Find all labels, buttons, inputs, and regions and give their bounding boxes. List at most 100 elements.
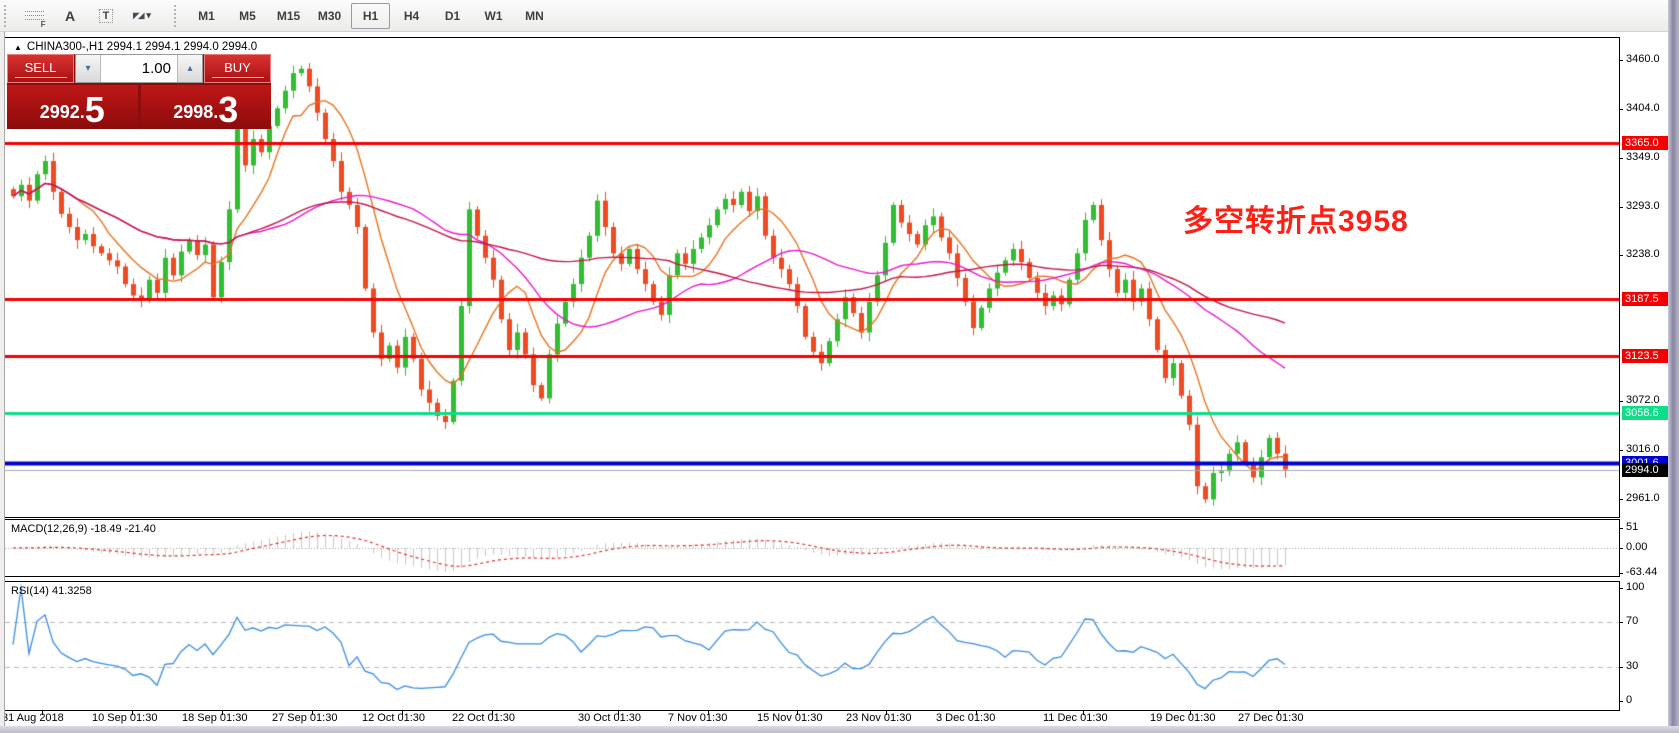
text-label-icon: T — [98, 8, 114, 23]
price-tick-label: 3238.0 — [1626, 248, 1660, 261]
date-label: 27 Sep 01:30 — [272, 712, 338, 724]
volume-decrease-button[interactable]: ▾ — [76, 55, 101, 82]
timeframe-button-m30[interactable]: M30 — [317, 8, 342, 23]
axis-tick-mark — [1619, 450, 1623, 452]
axis-tick-mark — [1619, 157, 1623, 159]
timeframe-button-m15[interactable]: M15 — [276, 8, 301, 23]
rsi-tick-label: 0 — [1626, 694, 1633, 706]
chevron-up-icon: ▴ — [187, 63, 193, 74]
window-bottom-edge — [0, 726, 1679, 733]
axis-tick-mark — [1619, 206, 1623, 208]
macd-canvas[interactable] — [5, 520, 1619, 576]
date-tick-mark — [492, 711, 493, 715]
text-icon: A — [64, 7, 76, 24]
price-line-chip: 3123.5 — [1622, 348, 1668, 363]
date-tick-mark — [402, 711, 403, 715]
axis-tick-mark — [1619, 498, 1623, 500]
date-label: 15 Nov 01:30 — [757, 712, 823, 724]
timeframe-button-d1[interactable]: D1 — [444, 8, 461, 23]
buy-price-button[interactable]: 2998 . 3 — [140, 85, 271, 129]
date-label: 31 Aug 2018 — [2, 712, 64, 724]
chart-annotation-text: 多空转折点3958 — [1183, 205, 1409, 238]
macd-tick-label: -63.44 — [1626, 566, 1658, 579]
rsi-canvas[interactable] — [5, 582, 1619, 710]
chevron-down-icon: ▾ — [85, 63, 91, 74]
timeframe-button-h1[interactable]: H1 — [351, 2, 390, 29]
date-tick-mark — [222, 711, 223, 715]
timeframe-button-mn[interactable]: MN — [525, 8, 544, 23]
volume-input[interactable]: 1.00 — [141, 60, 171, 77]
price-tick-label: 3293.0 — [1626, 199, 1660, 212]
date-tick-mark — [976, 711, 977, 715]
date-tick-mark — [886, 711, 887, 715]
macd-tick-label: 51 — [1626, 520, 1639, 533]
sell-price-button[interactable]: 2992 . 5 — [7, 85, 138, 129]
toolbar-grip-2[interactable] — [174, 4, 180, 27]
timeframe-button-m5[interactable]: M5 — [239, 8, 256, 23]
date-tick-mark — [708, 711, 709, 715]
timeframe-button-h4[interactable]: H4 — [403, 8, 420, 23]
axis-tick-mark — [1619, 109, 1623, 111]
text-label-tool-button[interactable]: T — [88, 4, 124, 28]
timeframe-button-w1[interactable]: W1 — [484, 8, 503, 23]
rsi-tick-label: 30 — [1626, 660, 1639, 673]
fibonacci-tool-button[interactable]: F — [16, 4, 52, 29]
buy-underline — [211, 76, 264, 78]
axis-tick-mark — [1619, 701, 1623, 702]
date-label: 3 Dec 01:30 — [936, 712, 996, 724]
volume-increase-button[interactable]: ▴ — [177, 55, 202, 82]
arrows-icon: ◤◢ — [133, 11, 144, 20]
chart-title: ▲ CHINA300-,H1 2994.1 2994.1 2994.0 2994.… — [14, 41, 258, 53]
price-line-chip: 2994.0 — [1622, 462, 1668, 477]
axis-tick-mark — [1619, 255, 1623, 257]
buy-button[interactable]: BUY — [204, 54, 271, 83]
volume-stepper: ▾ 1.00 ▴ — [75, 54, 203, 83]
rsi-panel[interactable]: RSI(14) 41.3258 — [4, 581, 1620, 711]
timeframe-button-m1[interactable]: M1 — [198, 8, 215, 23]
chevron-down-icon: ▾ — [146, 10, 151, 20]
symbol-marker-icon: ▲ — [14, 43, 22, 52]
price-tick-label: 2961.0 — [1626, 491, 1660, 504]
macd-tick-label: 0.00 — [1626, 541, 1648, 553]
arrows-tool-button[interactable]: ◤◢ ▾ — [124, 4, 160, 28]
sell-underline — [14, 76, 67, 78]
axis-tick-mark — [1619, 59, 1623, 61]
date-tick-mark — [1190, 711, 1191, 715]
date-label: 11 Dec 01:30 — [1043, 712, 1108, 724]
axis-tick-mark — [1619, 667, 1623, 669]
date-label: 22 Oct 01:30 — [452, 712, 515, 724]
date-label: 30 Oct 01:30 — [578, 712, 641, 724]
date-label: 7 Nov 01:30 — [668, 712, 728, 724]
price-line-chip: 3187.5 — [1622, 292, 1668, 307]
macd-panel[interactable]: MACD(12,26,9) -18.49 -21.40 — [4, 519, 1620, 577]
toolbar: F A T ◤◢ ▾ M1 M5 M15 M30 H1 H4 D1 W1 MN — [0, 0, 1679, 32]
price-tick-label: 3349.0 — [1626, 150, 1660, 163]
axis-tick-mark — [1619, 527, 1623, 529]
text-tool-button[interactable]: A — [52, 4, 88, 28]
date-tick-mark — [797, 711, 798, 715]
price-tick-label: 3404.0 — [1626, 102, 1660, 115]
macd-label: MACD(12,26,9) -18.49 -21.40 — [11, 523, 156, 535]
price-tick-label: 3460.0 — [1626, 52, 1660, 65]
date-tick-mark — [1278, 711, 1279, 715]
date-label: 19 Dec 01:30 — [1150, 712, 1216, 724]
candlestick-chart-canvas[interactable] — [5, 38, 1619, 517]
date-tick-mark — [618, 711, 619, 715]
date-label: 23 Nov 01:30 — [846, 712, 912, 724]
date-tick-mark — [132, 711, 133, 715]
date-tick-mark — [312, 711, 313, 715]
date-label: 18 Sep 01:30 — [182, 712, 248, 724]
timeframe-buttons: M1 M5 M15 M30 H1 H4 D1 W1 MN — [186, 2, 555, 29]
trade-panel: SELL ▾ 1.00 ▴ BUY 2992 . 5 2998 . 3 — [7, 54, 271, 129]
window-right-edge[interactable] — [1668, 0, 1679, 733]
rsi-label: RSI(14) 41.3258 — [11, 585, 92, 597]
price-line-chip: 3058.6 — [1622, 405, 1668, 420]
rsi-tick-label: 100 — [1626, 581, 1645, 593]
toolbar-grip[interactable] — [4, 4, 10, 27]
price-tick-label: 3072.0 — [1626, 393, 1660, 406]
price-tick-label: 3016.0 — [1626, 443, 1660, 456]
axis-tick-mark — [1619, 621, 1623, 623]
sell-button[interactable]: SELL — [7, 54, 74, 83]
main-chart-panel[interactable] — [4, 37, 1620, 518]
date-label: 12 Oct 01:30 — [362, 712, 425, 724]
